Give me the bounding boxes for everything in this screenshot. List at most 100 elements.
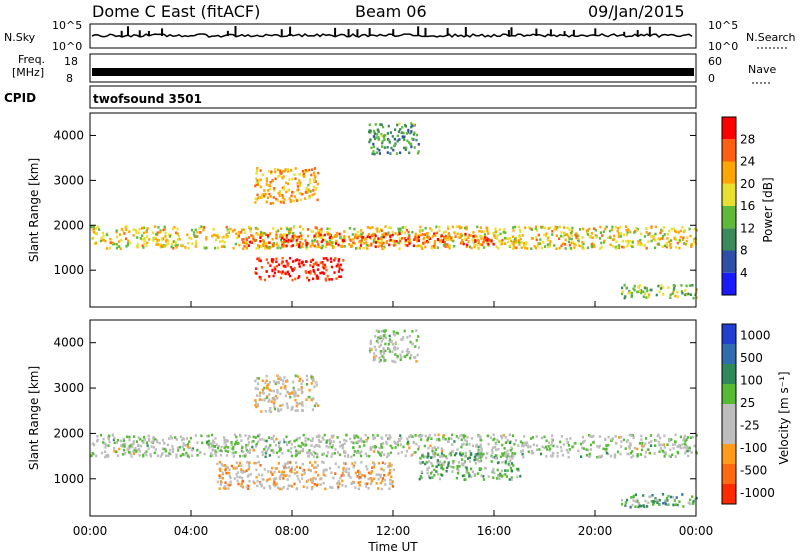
heatmap-cell-1 — [434, 234, 437, 237]
heatmap-cell-0 — [298, 436, 301, 440]
heatmap-cell-0 — [382, 247, 385, 251]
heatmap-cell-0 — [464, 226, 467, 230]
heatmap-cell-2 — [510, 469, 513, 473]
heatmap-cell-5 — [409, 131, 412, 135]
heatmap-cell-0 — [503, 228, 506, 231]
heatmap-cell-4 — [313, 174, 316, 177]
heatmap-cell-0 — [92, 453, 96, 456]
heatmap-cell-1 — [398, 232, 401, 235]
colorbar-tick-label: -25 — [740, 418, 760, 432]
heatmap-cell-0 — [504, 242, 507, 245]
heatmap-cell-0 — [332, 241, 335, 244]
heatmap-cell-5 — [369, 339, 372, 343]
heatmap-cell-0 — [525, 241, 528, 244]
heatmap-cell-0 — [293, 439, 296, 443]
heatmap-cell-1 — [444, 245, 447, 248]
heatmap-cell-3 — [630, 295, 633, 299]
heatmap-cell-1 — [313, 482, 316, 486]
heatmap-cell-0 — [574, 442, 577, 445]
heatmap-cell-0 — [479, 435, 482, 438]
heatmap-cell-1 — [293, 468, 297, 471]
heatmap-cell-0 — [235, 439, 239, 443]
heatmap-cell-5 — [373, 137, 377, 141]
heatmap-cell-0 — [628, 240, 631, 243]
heatmap-cell-0 — [325, 439, 328, 443]
heatmap-cell-0 — [663, 244, 667, 248]
heatmap-cell-1 — [379, 473, 382, 477]
heatmap-cell-0 — [183, 443, 186, 447]
heatmap-cell-0 — [433, 450, 436, 454]
heatmap-cell-0 — [622, 246, 625, 249]
heatmap-cell-0 — [539, 238, 542, 241]
heatmap-cell-0 — [175, 231, 178, 235]
heatmap-cell-1 — [461, 239, 464, 242]
heatmap-cell-2 — [310, 259, 313, 262]
heatmap-cell-0 — [426, 238, 430, 241]
heatmap-cell-2 — [426, 471, 429, 475]
heatmap-cell-2 — [478, 467, 481, 470]
heatmap-cell-0 — [132, 440, 135, 443]
heatmap-cell-0 — [223, 438, 226, 442]
heatmap-cell-0 — [666, 443, 669, 446]
heatmap-cell-1 — [352, 241, 355, 244]
heatmap-cell-0 — [603, 239, 606, 243]
heatmap-cell-0 — [524, 443, 527, 447]
heatmap-cell-0 — [241, 238, 244, 241]
heatmap-cell-0 — [427, 446, 430, 450]
heatmap-cell-4 — [304, 197, 307, 200]
heatmap-cell-0 — [448, 246, 451, 250]
heatmap-cell-0 — [122, 229, 125, 233]
heatmap-cell-1 — [388, 487, 391, 490]
heatmap-cell-5 — [378, 345, 381, 348]
heatmap-cell-1 — [367, 487, 370, 490]
heatmap-cell-0 — [685, 449, 688, 453]
heatmap-cell-4 — [255, 401, 258, 404]
heatmap-cell-0 — [492, 446, 495, 449]
heatmap-cell-2 — [316, 275, 319, 278]
heatmap-cell-0 — [572, 241, 575, 244]
heatmap-cell-0 — [152, 435, 155, 439]
heatmap-cell-0 — [188, 236, 191, 240]
heatmap-cell-0 — [593, 245, 596, 248]
heatmap-cell-0 — [527, 445, 530, 449]
heatmap-cell-0 — [154, 448, 157, 451]
heatmap-cell-3 — [634, 500, 637, 503]
nave-label: Nave — [748, 63, 776, 76]
y-tick-label: 4000 — [53, 128, 84, 142]
heatmap-cell-4 — [293, 392, 296, 395]
heatmap-cell-4 — [312, 189, 315, 192]
heatmap-cell-0 — [688, 449, 691, 453]
heatmap-cell-0 — [169, 448, 172, 452]
heatmap-cell-2 — [511, 452, 514, 455]
heatmap-cell-0 — [182, 448, 186, 451]
heatmap-cell-0 — [689, 234, 692, 238]
heatmap-cell-3 — [652, 501, 655, 505]
heatmap-cell-0 — [535, 448, 539, 452]
heatmap-cell-0 — [636, 453, 639, 456]
heatmap-cell-0 — [546, 243, 549, 246]
heatmap-cell-0 — [194, 245, 197, 248]
heatmap-cell-0 — [566, 226, 569, 230]
heatmap-cell-1 — [253, 481, 256, 485]
heatmap-cell-2 — [322, 266, 326, 270]
heatmap-cell-0 — [304, 437, 307, 440]
heatmap-cell-0 — [311, 439, 314, 442]
heatmap-cell-1 — [285, 239, 288, 243]
heatmap-cell-0 — [424, 245, 427, 249]
heatmap-cell-0 — [662, 226, 665, 229]
heatmap-cell-0 — [455, 435, 458, 438]
heatmap-cell-0 — [206, 434, 209, 438]
heatmap-cell-5 — [372, 129, 376, 133]
heatmap-cell-0 — [93, 443, 96, 446]
heatmap-cell-0 — [661, 229, 664, 233]
heatmap-cell-0 — [668, 439, 671, 443]
heatmap-cell-0 — [567, 240, 570, 244]
heatmap-cell-0 — [626, 231, 629, 234]
heatmap-cell-1 — [351, 462, 354, 465]
heatmap-cell-0 — [211, 442, 214, 445]
heatmap-cell-0 — [464, 237, 467, 240]
heatmap-cell-1 — [297, 477, 300, 481]
heatmap-cell-0 — [497, 440, 500, 444]
heatmap-cell-1 — [285, 244, 288, 248]
heatmap-cell-5 — [373, 355, 376, 359]
